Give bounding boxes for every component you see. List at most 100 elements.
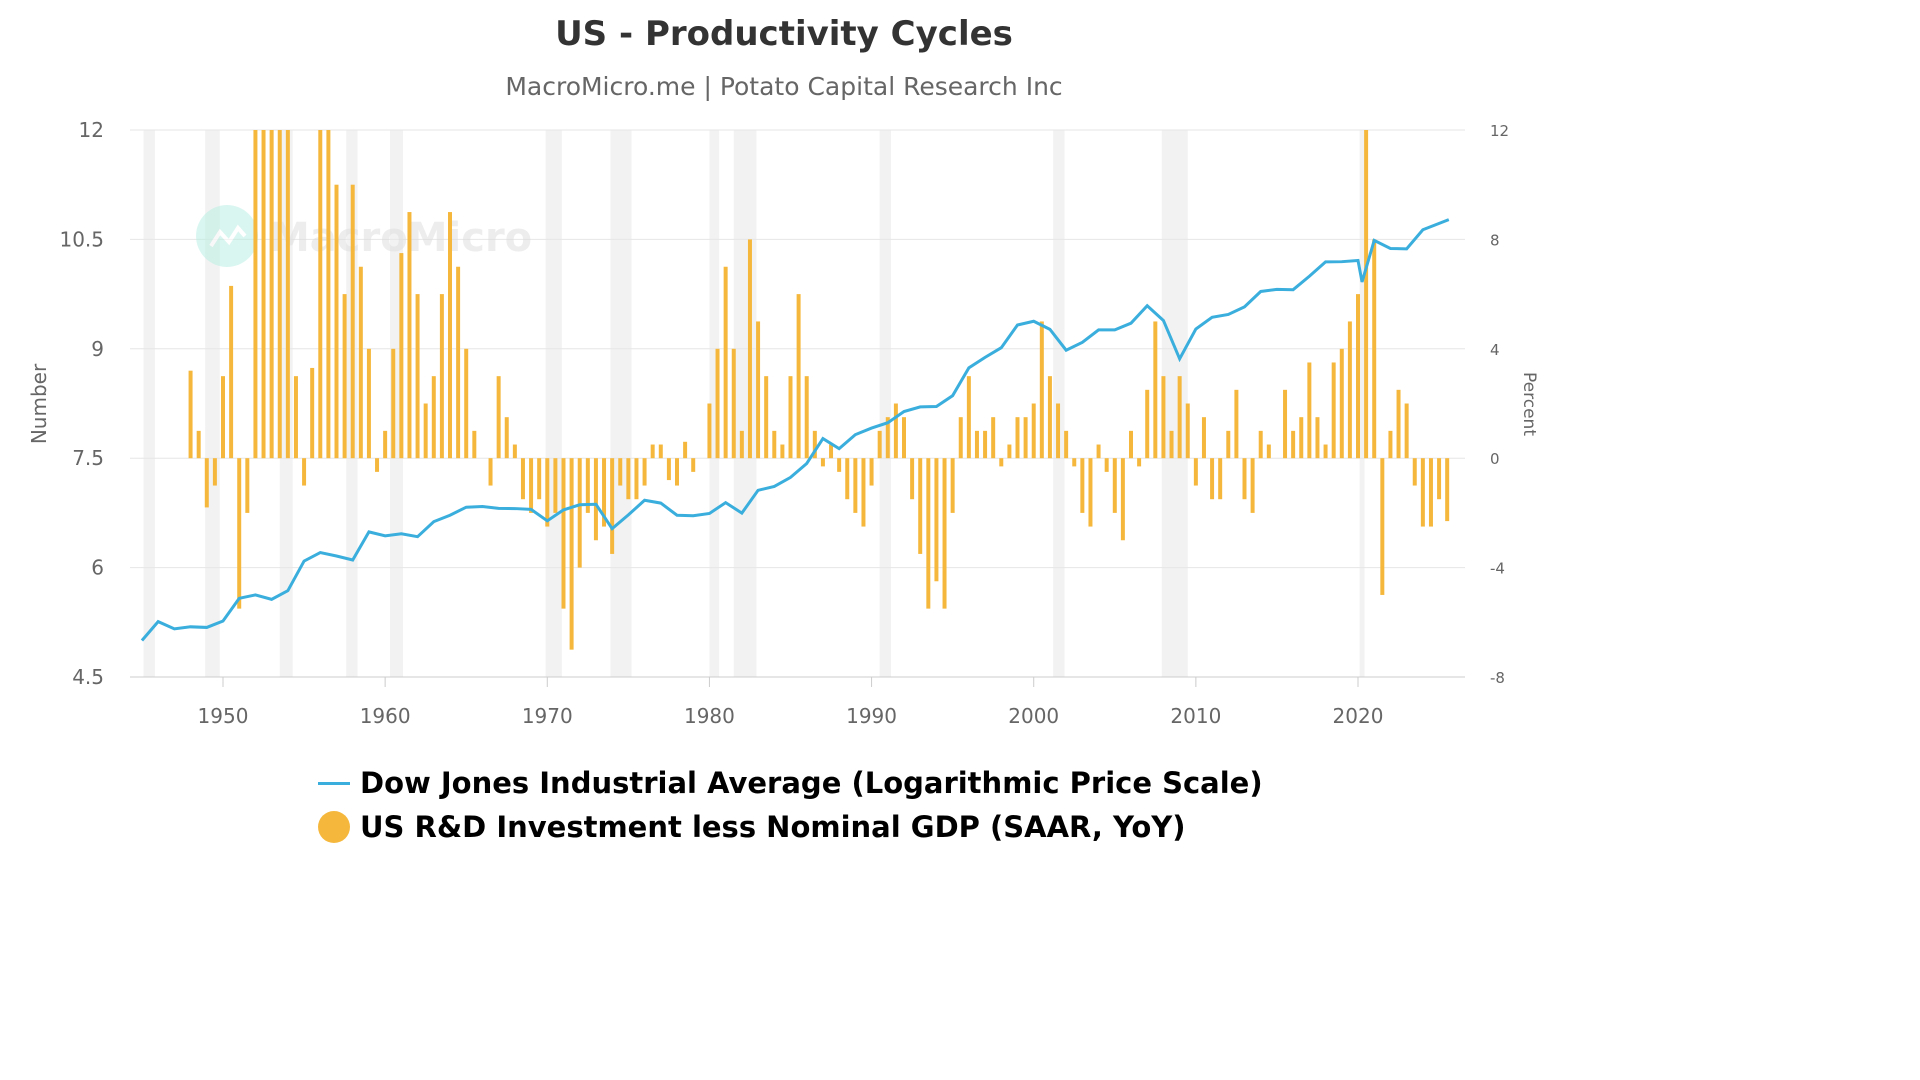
bar <box>966 376 971 459</box>
bar <box>1315 417 1320 459</box>
bar <box>431 376 436 459</box>
bar <box>1129 430 1133 459</box>
legend-item-dow[interactable]: Dow Jones Industrial Average (Logarithmi… <box>318 766 1263 800</box>
bar <box>812 430 817 459</box>
right-tick-label: 0 <box>1490 450 1500 468</box>
left-axis-title: Number <box>27 363 51 444</box>
bar <box>1291 430 1296 459</box>
bar <box>1388 430 1393 459</box>
bar <box>196 430 201 459</box>
bar <box>772 430 777 459</box>
bar <box>302 458 307 486</box>
bar <box>1226 430 1231 459</box>
bar <box>1039 321 1044 459</box>
left-tick-label: 10.5 <box>59 227 104 251</box>
bar <box>942 458 947 609</box>
x-tick-label: 1950 <box>198 704 249 728</box>
bar <box>1120 458 1125 541</box>
chart-container: US - Productivity Cycles MacroMicro.me |… <box>27 14 1539 844</box>
legend-label: Dow Jones Industrial Average (Logarithmi… <box>360 766 1263 800</box>
bar <box>1428 458 1433 527</box>
recession-band <box>1161 130 1188 677</box>
bar <box>983 430 988 459</box>
bar <box>277 130 282 459</box>
bar <box>918 458 923 554</box>
bar <box>1437 458 1442 500</box>
bar <box>715 348 720 459</box>
bar <box>1047 376 1052 459</box>
bar <box>1250 458 1255 513</box>
bar <box>1420 458 1425 527</box>
bar <box>1169 430 1174 459</box>
bar <box>666 458 671 481</box>
legend-item-rd[interactable]: US R&D Investment less Nominal GDP (SAAR… <box>318 810 1186 844</box>
bar <box>1242 458 1247 500</box>
right-axis-title: Percent <box>1519 372 1539 436</box>
bar <box>561 458 566 609</box>
bar <box>1396 389 1401 459</box>
bar <box>902 417 906 459</box>
bar <box>885 417 890 459</box>
bar <box>1299 417 1304 459</box>
bar <box>991 417 996 459</box>
bar <box>974 430 979 459</box>
bar <box>1177 376 1182 459</box>
bar <box>650 444 655 459</box>
bar <box>520 458 525 500</box>
bar <box>1323 444 1328 459</box>
dow-line <box>140 218 1450 642</box>
bar <box>383 430 388 459</box>
bar <box>910 458 915 500</box>
bar <box>1137 458 1142 467</box>
bar <box>658 444 663 459</box>
bar <box>553 458 558 513</box>
bar <box>893 403 898 459</box>
bar <box>683 441 688 459</box>
bar <box>350 184 355 459</box>
bar <box>293 376 298 459</box>
right-tick-label: 12 <box>1490 122 1509 140</box>
bar <box>1218 458 1223 500</box>
bar <box>448 212 452 459</box>
bar <box>261 130 266 459</box>
chart-title: US - Productivity Cycles <box>555 14 1013 54</box>
x-tick-label: 2010 <box>1170 704 1221 728</box>
bar <box>1080 458 1085 513</box>
bar <box>1096 444 1101 459</box>
bar <box>610 458 615 554</box>
bar <box>1104 458 1109 472</box>
bar <box>1056 403 1061 459</box>
bar <box>1380 458 1385 595</box>
bar <box>326 130 331 459</box>
bar <box>585 458 590 513</box>
bar <box>764 376 769 459</box>
bar <box>1201 417 1206 459</box>
x-tick-label: 1980 <box>684 704 735 728</box>
bar <box>512 444 517 459</box>
bar <box>1112 458 1117 513</box>
bar <box>407 212 412 459</box>
bar <box>804 376 809 459</box>
bar <box>1347 321 1352 459</box>
bar <box>1015 417 1020 459</box>
bar <box>861 458 866 527</box>
bar <box>237 458 242 609</box>
bar <box>1412 458 1417 486</box>
bar <box>837 458 842 472</box>
right-tick-label: -8 <box>1490 669 1505 687</box>
bar <box>853 458 858 513</box>
bar <box>950 458 955 513</box>
circle-legend-icon <box>318 811 350 843</box>
bar <box>691 458 696 472</box>
bar <box>877 430 882 459</box>
recession-band <box>1359 130 1365 677</box>
bar <box>1031 403 1036 459</box>
left-tick-label: 6 <box>91 556 104 580</box>
bar <box>634 458 639 500</box>
bar <box>780 444 785 459</box>
bar <box>788 376 793 459</box>
bar <box>334 184 339 459</box>
bar <box>642 458 647 486</box>
bar <box>221 376 225 459</box>
bar <box>569 458 574 650</box>
